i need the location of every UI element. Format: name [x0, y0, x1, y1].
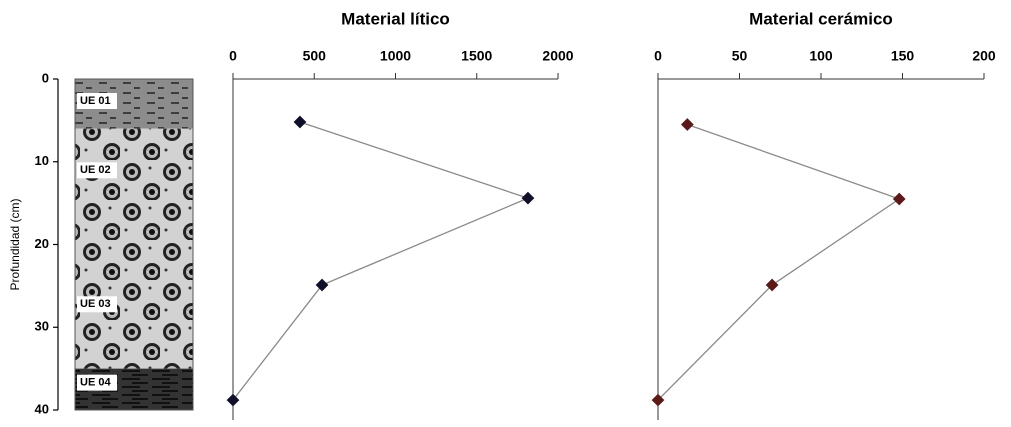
data-point: [294, 116, 307, 129]
x-tick-label: 200: [972, 48, 996, 64]
stratum-label: UE 01: [80, 95, 111, 107]
data-point: [681, 118, 694, 131]
x-tick-label: 0: [229, 48, 237, 64]
x-tick-label: 1000: [380, 48, 411, 64]
x-tick-label: 500: [303, 48, 327, 64]
data-point: [893, 193, 906, 206]
data-point: [227, 394, 240, 407]
chart: 0 10 20 30 40 Profundidad (cm) UE 01 UE 02 UE 03…: [0, 0, 1011, 422]
data-point: [316, 279, 329, 292]
stratum-label: UE 02: [80, 164, 111, 176]
y-tick-label: 0: [42, 70, 49, 85]
data-point: [522, 192, 535, 205]
x-tick-label: 1500: [461, 48, 492, 64]
y-tick-label: 30: [35, 319, 49, 334]
x-tick-label: 100: [809, 48, 833, 64]
y-tick-label: 40: [35, 401, 49, 416]
x-tick-label: 2000: [542, 48, 573, 64]
stratum-label: UE 03: [80, 298, 111, 310]
x-tick-label: 50: [732, 48, 748, 64]
y-tick-label: 10: [35, 153, 49, 168]
x-tick-label: 0: [654, 48, 662, 64]
y-tick-label: 20: [35, 236, 49, 251]
x-tick-label: 150: [891, 48, 915, 64]
chart-title: Material lítico: [341, 9, 450, 28]
series-line: [233, 122, 528, 400]
plot-area: 0 10 20 30 40 Profundidad (cm) UE 01 UE 02 UE 03…: [8, 9, 996, 420]
y-axis-label: Profundidad (cm): [8, 198, 22, 290]
series-line: [658, 125, 899, 401]
chart-title: Material cerámico: [749, 9, 893, 28]
stratum-label: UE 04: [80, 377, 111, 389]
